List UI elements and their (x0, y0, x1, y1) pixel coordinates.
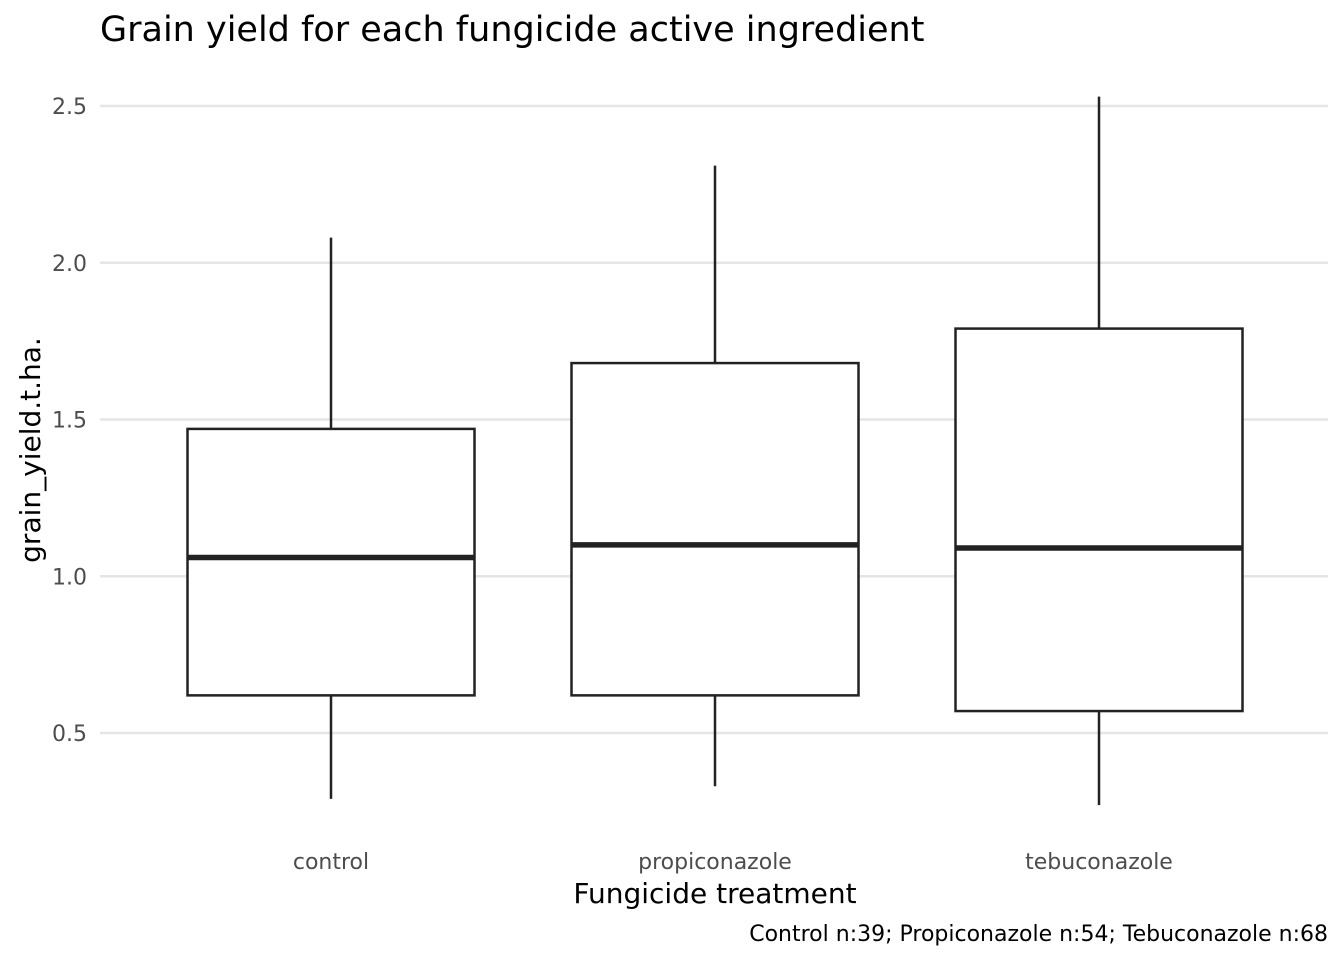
iqr-box (570, 361, 860, 697)
iqr-box (954, 327, 1244, 713)
x-axis-title: Fungicide treatment (573, 877, 856, 910)
y-tick-label: 1.5 (52, 409, 87, 434)
x-tick-label-control: control (293, 850, 369, 875)
caption: Control n:39; Propiconazole n:54; Tebuco… (749, 922, 1328, 947)
box-propiconazole (570, 165, 860, 787)
x-tick-label-tebuconazole: tebuconazole (1025, 850, 1173, 875)
x-tick-labels: control propiconazole tebuconazole (293, 850, 1173, 875)
iqr-box (186, 427, 476, 697)
y-tick-label: 2.0 (52, 252, 87, 277)
y-tick-label: 0.5 (52, 722, 87, 747)
boxplots (186, 96, 1244, 806)
y-tick-label: 2.5 (52, 95, 87, 120)
x-tick-label-propiconazole: propiconazole (638, 850, 792, 875)
y-tick-label: 1.0 (52, 565, 87, 590)
box-control (186, 237, 476, 799)
y-tick-labels: 0.5 1.0 1.5 2.0 2.5 (52, 95, 87, 747)
y-axis-title: grain_yield.t.ha. (14, 337, 47, 563)
chart-title: Grain yield for each fungicide active in… (100, 10, 924, 50)
box-tebuconazole (954, 96, 1244, 806)
